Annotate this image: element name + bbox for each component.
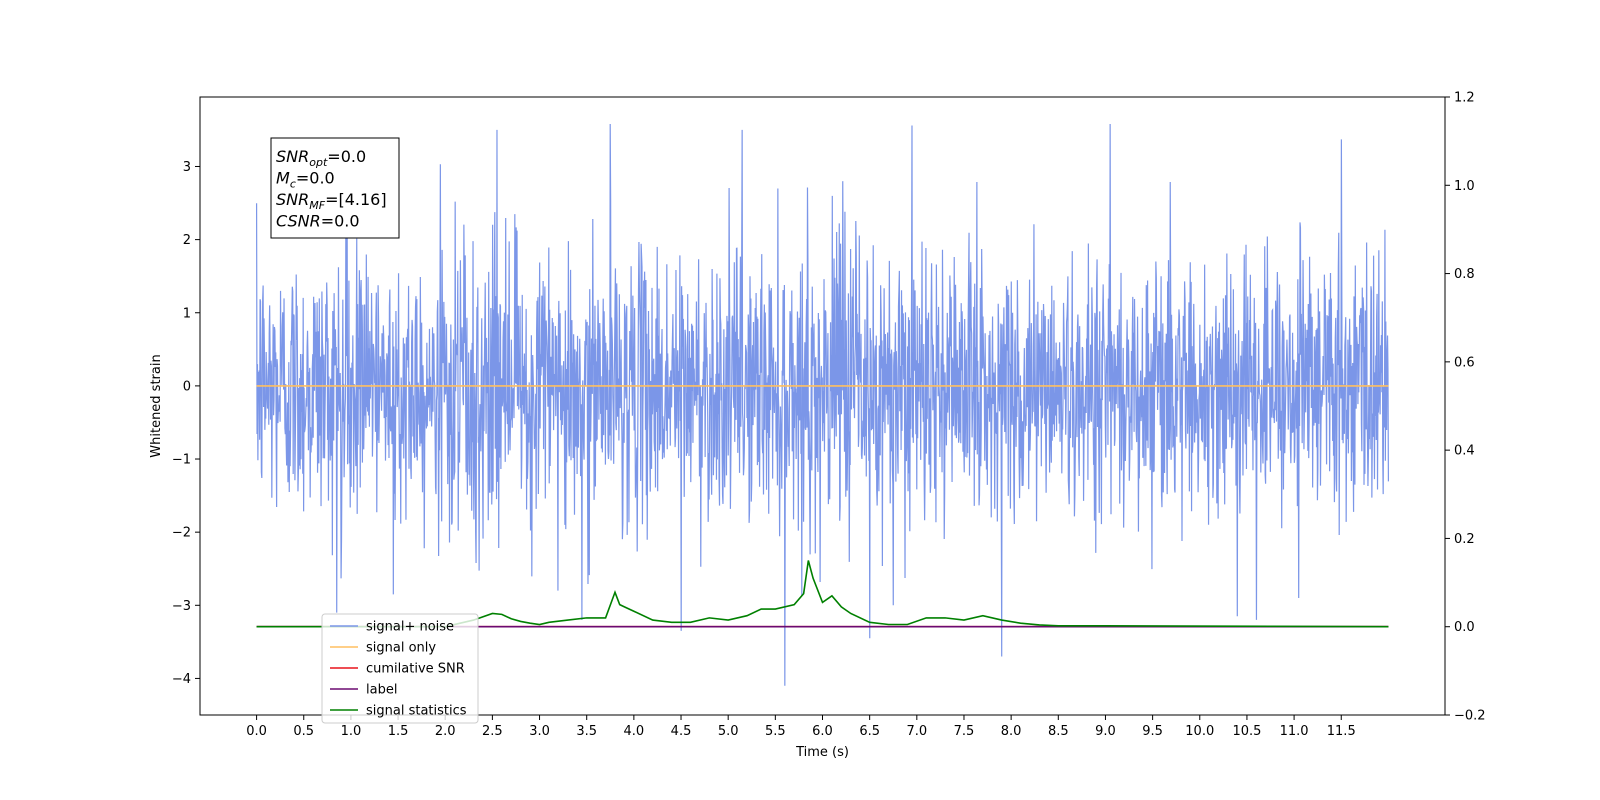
legend-item: cumilative SNR: [330, 662, 465, 677]
x-tick-label: 4.0: [624, 724, 645, 739]
x-tick-label: 7.0: [906, 724, 927, 739]
x-tick-label: 8.0: [1001, 724, 1022, 739]
legend-label: signal statistics: [366, 704, 467, 719]
legend-item: signal only: [330, 641, 436, 656]
series-signal-statistics: [256, 560, 1389, 628]
x-tick-label: 3.5: [576, 724, 597, 739]
y-axis-right: −0.2 0.0 0.2 0.4 0.6 0.8 1.0 1.2: [1445, 91, 1486, 724]
x-tick-label: 2.5: [482, 724, 503, 739]
y2-tick-label: 0.0: [1454, 620, 1475, 635]
y-tick-label: −2: [172, 526, 191, 541]
legend-label: signal+ noise: [366, 620, 454, 635]
legend-item: label: [330, 683, 397, 698]
annotation-box-frame: [270, 137, 400, 239]
y2-tick-label: 1.0: [1454, 179, 1475, 194]
y-tick-label: 3: [183, 160, 191, 175]
legend: signal+ noise signal only cumilative SNR la…: [321, 613, 479, 724]
legend-item: signal+ noise: [330, 620, 454, 635]
x-tick-label: 5.5: [765, 724, 786, 739]
x-tick-label: 9.5: [1142, 724, 1163, 739]
x-tick-label: 2.0: [435, 724, 456, 739]
x-tick-label: 0.5: [293, 724, 314, 739]
x-tick-label: 8.5: [1048, 724, 1069, 739]
y-tick-label: −4: [172, 672, 191, 687]
x-tick-label: 5.0: [718, 724, 739, 739]
y2-tick-label: 0.4: [1454, 444, 1475, 459]
y2-tick-label: 0.6: [1454, 355, 1475, 370]
legend-item: signal statistics: [330, 704, 467, 719]
annotation-line: SNRopt=0.0: [276, 147, 366, 169]
x-tick-label: 7.5: [954, 724, 975, 739]
legend-label: cumilative SNR: [366, 662, 465, 677]
x-tick-label: 1.0: [341, 724, 362, 739]
y-axis-label: Whitened strain: [149, 354, 164, 457]
y-tick-label: 2: [183, 233, 191, 248]
y2-tick-label: 0.8: [1454, 267, 1475, 282]
x-tick-label: 9.0: [1095, 724, 1116, 739]
legend-frame: [321, 613, 479, 724]
y-axis-left: −4 −3 −2 −1 0 1 2 3: [172, 160, 200, 687]
y2-tick-label: 0.2: [1454, 532, 1475, 547]
x-tick-label: 6.5: [859, 724, 880, 739]
x-tick-label: 0.0: [246, 724, 267, 739]
y2-tick-label: −0.2: [1454, 709, 1486, 724]
x-tick-label: 4.5: [671, 724, 692, 739]
annotation-line: Mc=0.0: [276, 169, 335, 191]
y-tick-label: −1: [172, 453, 191, 468]
annotation-line: SNRMF=[4.16]: [276, 190, 387, 212]
x-tick-label: 1.5: [388, 724, 409, 739]
x-tick-label: 6.0: [812, 724, 833, 739]
series-layer: [255, 124, 1390, 686]
y-tick-label: 1: [183, 306, 191, 321]
legend-label: signal only: [366, 641, 436, 656]
series-signal-noise: [255, 124, 1390, 686]
annotation-line: CSNR=0.0: [276, 212, 360, 231]
x-tick-label: 3.0: [529, 724, 550, 739]
y-tick-label: 0: [183, 379, 191, 394]
legend-label: label: [366, 683, 397, 698]
x-tick-label: 10.5: [1232, 724, 1261, 739]
x-axis-label: Time (s): [795, 745, 849, 760]
x-axis: 0.0 0.5 1.0 1.5 2.0 2.5 3.0 3.5 4.0 4.5 5.0 5.5 6.0 6…: [246, 715, 1356, 739]
x-tick-label: 11.5: [1327, 724, 1356, 739]
y2-tick-label: 1.2: [1454, 91, 1475, 106]
y-tick-label: −3: [172, 599, 191, 614]
x-tick-label: 11.0: [1280, 724, 1309, 739]
x-tick-label: 10.0: [1185, 724, 1214, 739]
